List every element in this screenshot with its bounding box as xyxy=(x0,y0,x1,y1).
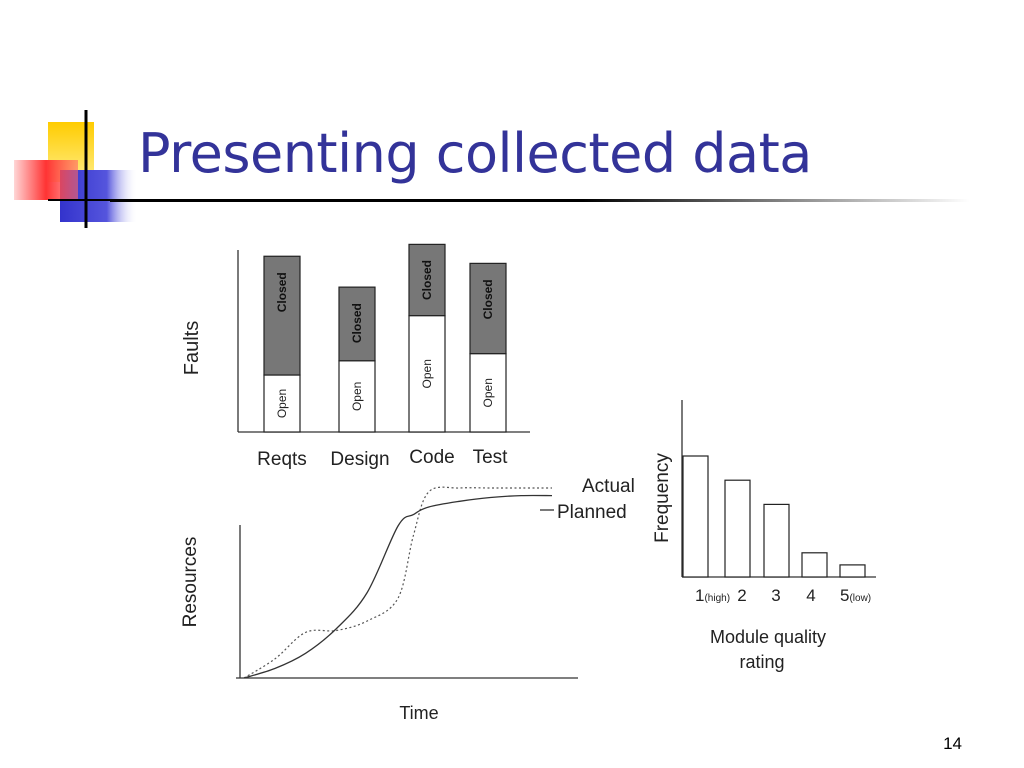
title-divider xyxy=(110,199,970,202)
closed-segment-label: Closed xyxy=(350,303,364,343)
open-segment-label: Open xyxy=(420,359,434,388)
faults-y-label: Faults xyxy=(181,321,203,375)
closed-bar-segment xyxy=(338,286,376,362)
frequency-bar xyxy=(682,455,709,578)
frequency-bars xyxy=(682,455,866,578)
actual-series-line xyxy=(243,486,552,679)
frequency-bar xyxy=(724,479,751,578)
open-bar-segment xyxy=(338,360,376,433)
open-segment-label: Open xyxy=(275,389,289,418)
frequency-x-label: Module quality xyxy=(710,627,826,647)
closed-segment-label: Closed xyxy=(420,260,434,300)
resources-y-label: Resources xyxy=(180,537,201,628)
closed-bar-segment xyxy=(408,243,446,317)
frequency-tick-label: 5(low) xyxy=(840,586,871,605)
open-segment-label: Open xyxy=(350,382,364,411)
closed-segment-label: Closed xyxy=(275,272,289,312)
frequency-bar xyxy=(801,552,828,578)
frequency-x-label: rating xyxy=(739,652,784,672)
slide-title: Presenting collected data xyxy=(138,122,812,185)
frequency-bar xyxy=(763,503,790,578)
actual-series-label: Actual xyxy=(582,476,635,497)
closed-segment-label: Closed xyxy=(481,279,495,319)
faults-bars: Open Closed Open Closed Open Closed Open Closed xyxy=(263,243,507,433)
frequency-tick-label: 1(high) xyxy=(695,586,730,605)
page-number: 14 xyxy=(943,734,962,753)
faults-category-label: Test xyxy=(473,447,509,468)
frequency-tick-label: 4 xyxy=(806,586,815,605)
planned-series-label: Planned xyxy=(557,502,627,523)
faults-category-label: Reqts xyxy=(257,449,307,470)
closed-bar-segment xyxy=(469,262,507,355)
resources-x-label: Time xyxy=(399,703,438,723)
open-bar-segment xyxy=(469,353,507,433)
frequency-bar xyxy=(839,564,866,578)
planned-series-line xyxy=(243,494,553,679)
closed-bar-segment xyxy=(263,255,301,376)
faults-category-label: Code xyxy=(409,447,454,468)
faults-category-label: Design xyxy=(330,449,389,470)
frequency-y-label: Frequency xyxy=(652,453,673,543)
slide-logo-ornament xyxy=(14,110,138,228)
open-segment-label: Open xyxy=(481,378,495,407)
frequency-tick-label: 3 xyxy=(771,586,780,605)
frequency-tick-label: 2 xyxy=(737,586,746,605)
